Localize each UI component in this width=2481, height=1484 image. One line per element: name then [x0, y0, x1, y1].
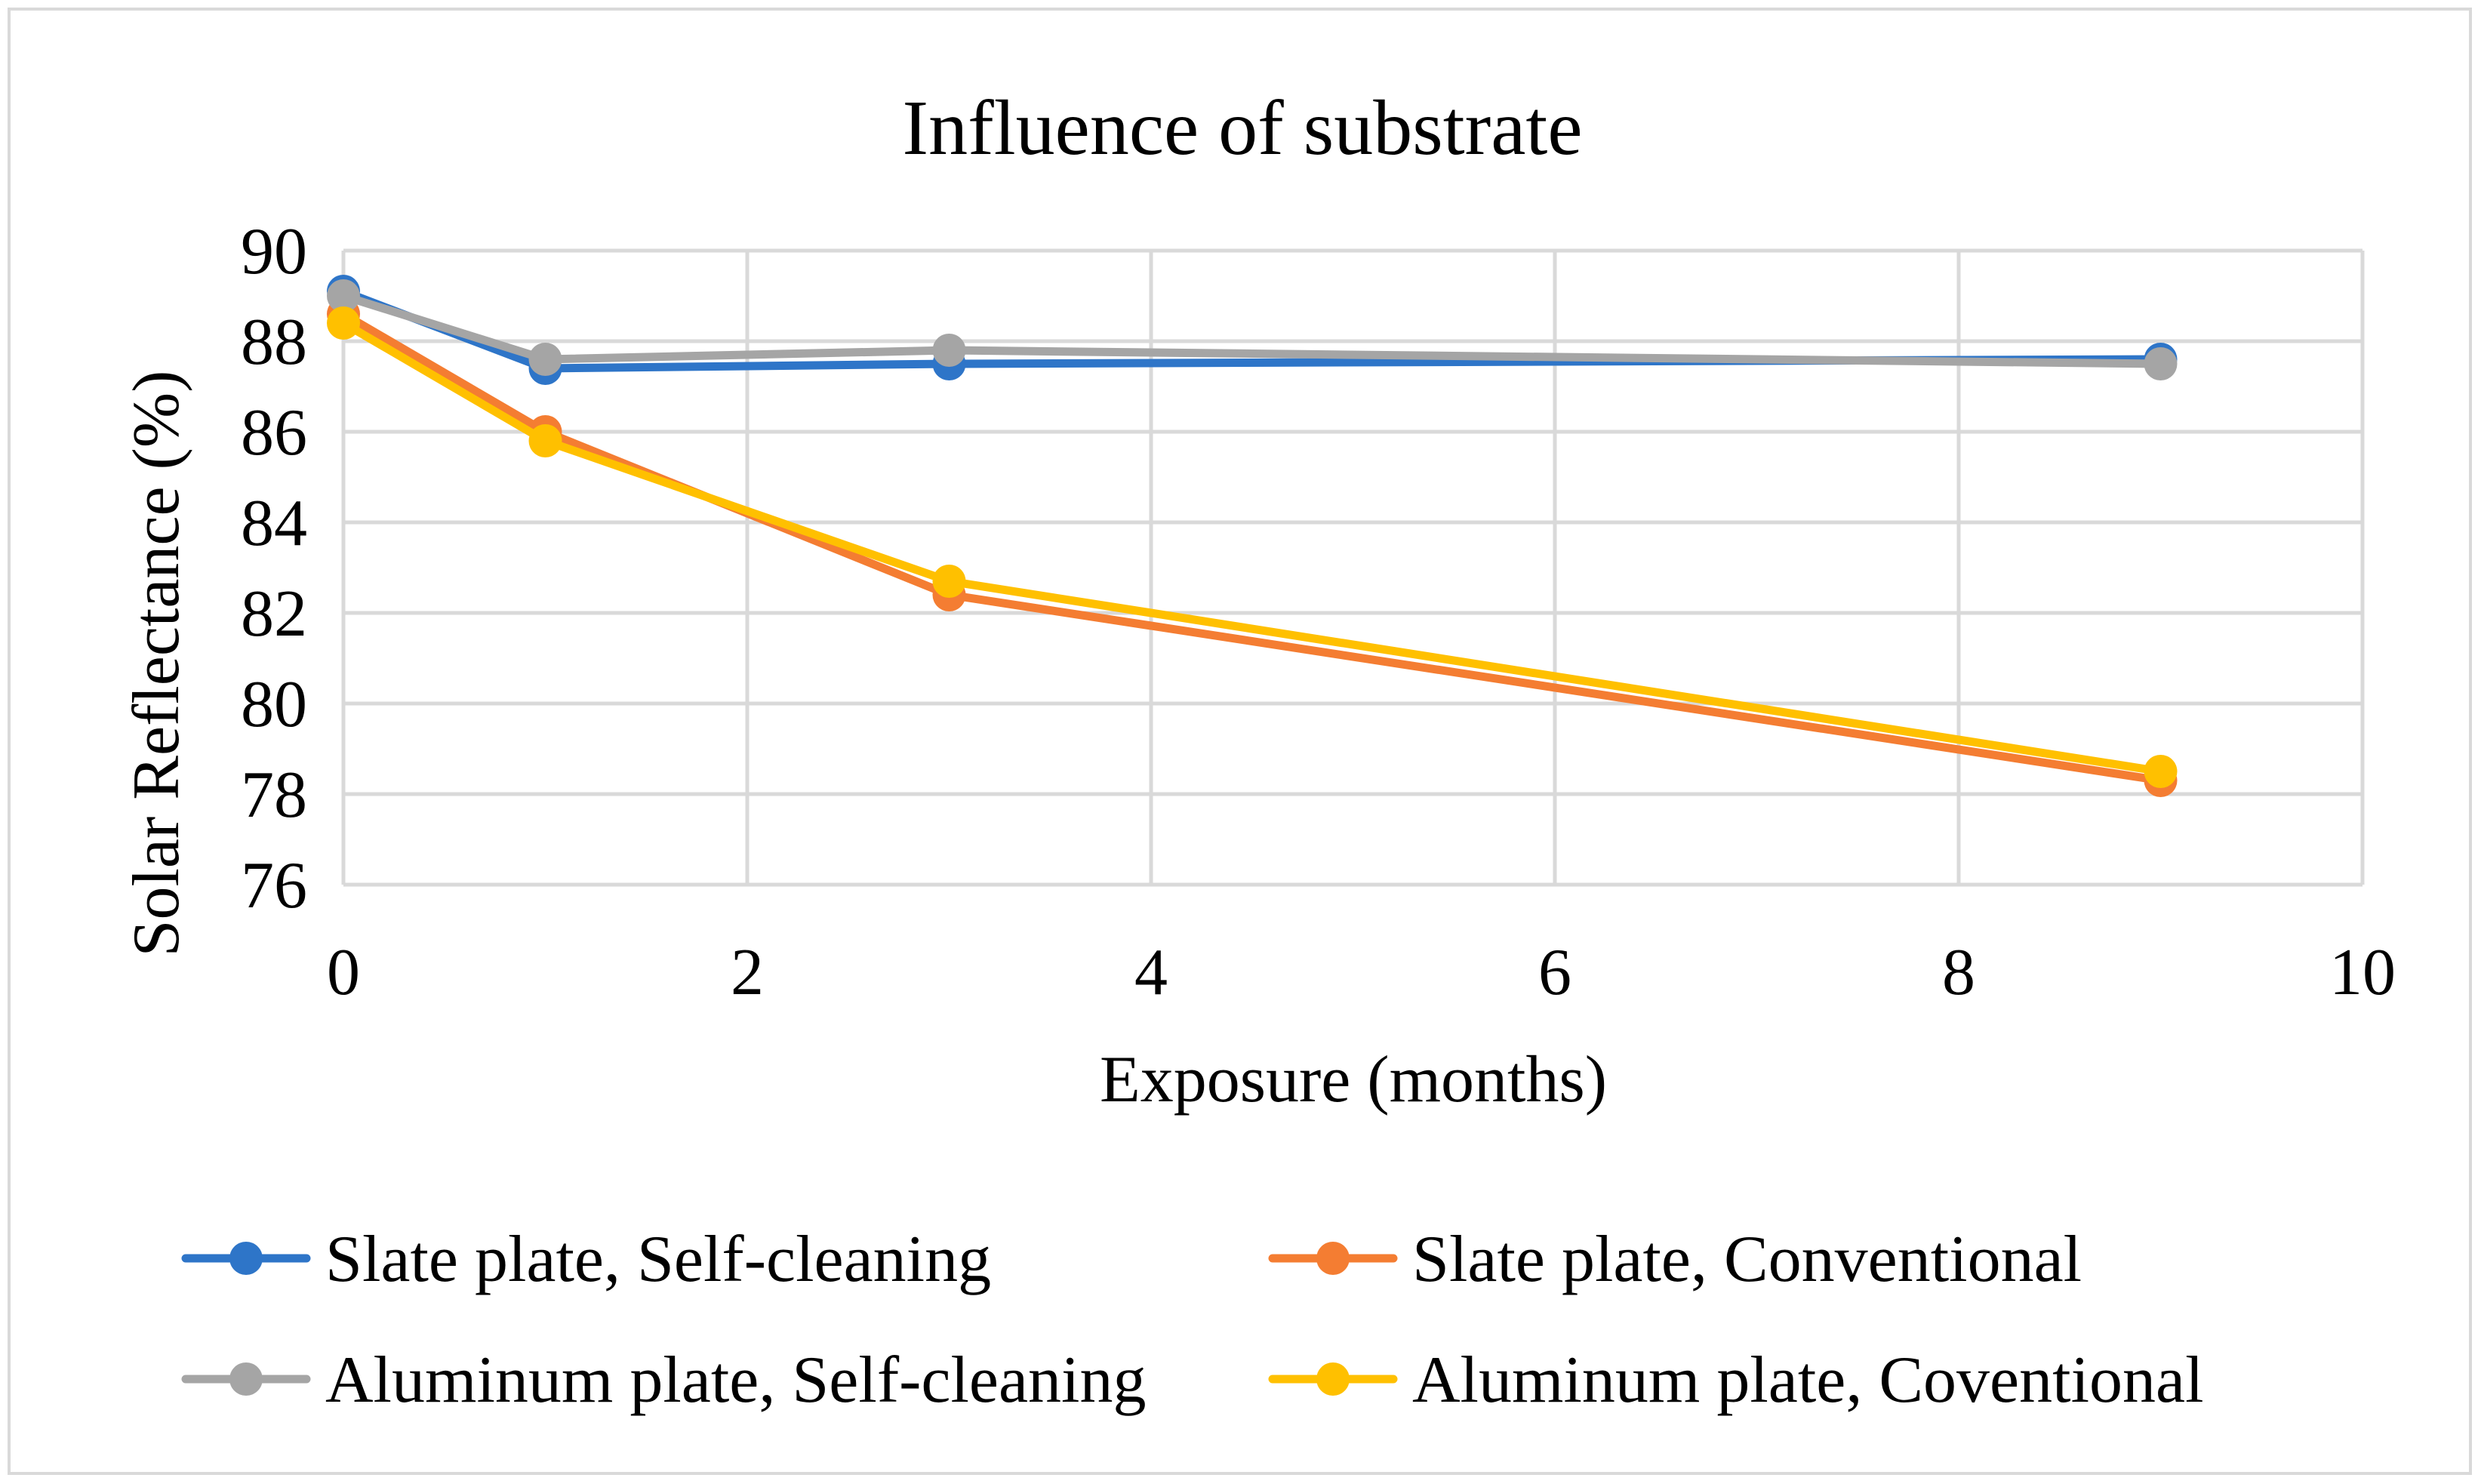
series-line — [339, 309, 2165, 785]
legend-swatch-marker — [1316, 1362, 1350, 1396]
legend-label: Aluminum plate, Self-cleaning — [325, 1344, 1147, 1417]
y-axis-ticks: 76 78 80 82 84 86 88 90 — [241, 215, 307, 922]
legend-item: Aluminum plate, Self-cleaning — [181, 1344, 1147, 1417]
legend: Slate plate, Self-cleaning Slate plate, C… — [181, 1223, 2204, 1417]
line-chart: Influence of substrate 0 2 4 6 8 10 76 78 80 82 8… — [120, 85, 2396, 1417]
data-point — [2144, 347, 2178, 380]
x-axis-label: Exposure (months) — [1100, 1043, 1607, 1116]
x-tick-label: 8 — [1942, 936, 1975, 1009]
data-point — [932, 565, 966, 598]
data-point — [528, 424, 562, 457]
x-axis-ticks: 0 2 4 6 8 10 — [327, 936, 2396, 1009]
y-tick-label: 84 — [241, 487, 307, 560]
legend-item: Slate plate, Conventional — [1268, 1223, 2082, 1296]
legend-item: Aluminum plate, Coventional — [1268, 1344, 2204, 1417]
y-axis-label: Solar Reflectance (%) — [120, 371, 193, 957]
data-point — [932, 334, 966, 367]
legend-label: Aluminum plate, Coventional — [1412, 1344, 2204, 1417]
data-point — [327, 306, 360, 340]
chart-title: Influence of substrate — [903, 85, 1583, 171]
data-point — [327, 279, 360, 313]
y-tick-label: 88 — [241, 306, 307, 379]
series-line — [339, 319, 2165, 776]
chart-frame: Influence of substrate 0 2 4 6 8 10 76 78 80 82 8… — [8, 8, 2472, 1475]
y-tick-label: 82 — [241, 577, 307, 651]
legend-item: Slate plate, Self-cleaning — [181, 1223, 991, 1296]
x-tick-label: 6 — [1538, 936, 1571, 1009]
legend-swatch-marker — [229, 1242, 263, 1275]
y-tick-label: 90 — [241, 215, 307, 288]
legend-label: Slate plate, Conventional — [1412, 1223, 2082, 1296]
series-group — [327, 275, 2178, 797]
legend-swatch-marker — [229, 1362, 263, 1396]
x-tick-label: 10 — [2329, 936, 2396, 1009]
x-tick-label: 0 — [327, 936, 360, 1009]
data-point — [2144, 755, 2178, 788]
data-point — [528, 343, 562, 376]
x-tick-label: 2 — [731, 936, 764, 1009]
legend-label: Slate plate, Self-cleaning — [325, 1223, 991, 1296]
y-tick-label: 80 — [241, 668, 307, 741]
y-tick-label: 76 — [241, 849, 307, 922]
x-tick-label: 4 — [1134, 936, 1168, 1009]
gridlines — [341, 248, 2365, 887]
legend-swatch-marker — [1316, 1242, 1350, 1275]
y-tick-label: 78 — [241, 759, 307, 832]
y-tick-label: 86 — [241, 396, 307, 470]
series-line — [339, 291, 2165, 368]
